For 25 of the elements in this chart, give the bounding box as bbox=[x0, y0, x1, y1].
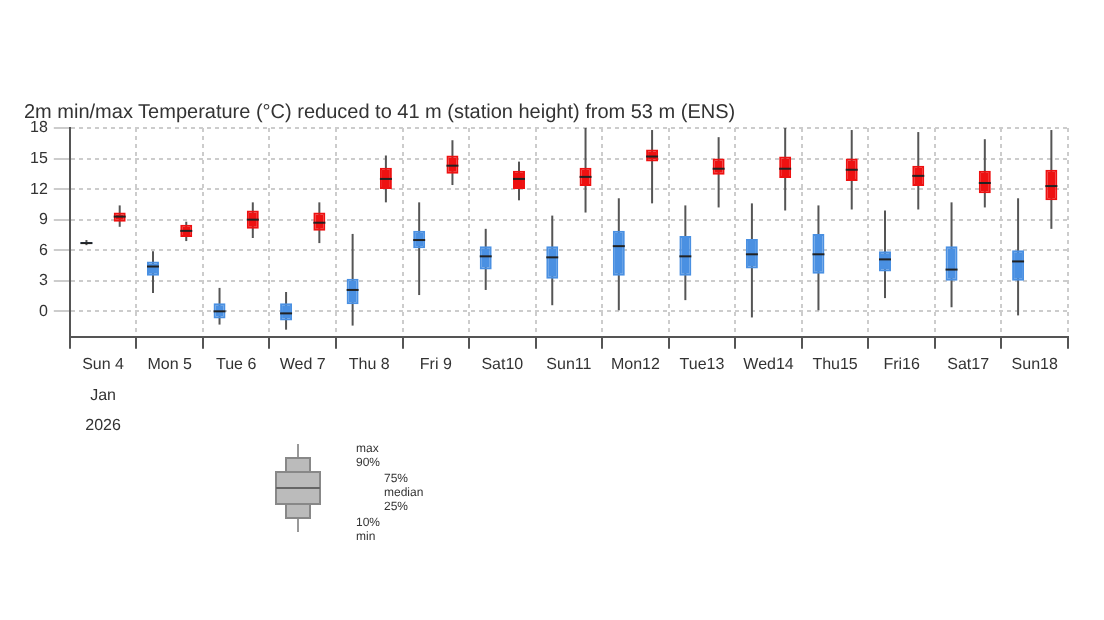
x-tick-label: Thu 8 bbox=[348, 354, 391, 373]
text: 2026 bbox=[85, 416, 122, 434]
x-tick-label: Sat10 bbox=[481, 354, 525, 373]
x-tick-label: Tue13 bbox=[679, 354, 726, 373]
y-tick-label: 0 bbox=[38, 301, 49, 320]
x-tick-label: Sat17 bbox=[947, 354, 991, 373]
x-tick-label: Mon12 bbox=[610, 354, 661, 373]
x-tick-label: Sun11 bbox=[546, 354, 593, 373]
y-tick-label: 12 bbox=[29, 179, 49, 198]
x-tick-label: Fri 9 bbox=[419, 354, 453, 373]
chart-title: 2m min/max Temperature (°C) reduced to 41 m (station height) from 53 m (ENS) bbox=[24, 101, 736, 124]
y-tick-label: 3 bbox=[38, 271, 49, 290]
x-tick-label: Sun18 bbox=[1011, 354, 1059, 373]
x-tick-label: Wed 7 bbox=[279, 354, 327, 373]
x-tick-label: Wed14 bbox=[743, 354, 795, 373]
y-tick-label: 18 bbox=[29, 118, 49, 137]
y-tick-label: 6 bbox=[38, 240, 49, 259]
y-tick-label: 15 bbox=[29, 148, 49, 167]
y-tick-label: 9 bbox=[38, 210, 49, 229]
x-tick-label: Sun 4 bbox=[82, 354, 126, 373]
x-tick-label: Fri16 bbox=[883, 354, 921, 373]
x-tick-label: Mon 5 bbox=[147, 354, 193, 373]
text: Jan bbox=[90, 386, 116, 404]
x-tick-label: Tue 6 bbox=[215, 354, 258, 373]
x-tick-label: Thu15 bbox=[812, 354, 859, 373]
